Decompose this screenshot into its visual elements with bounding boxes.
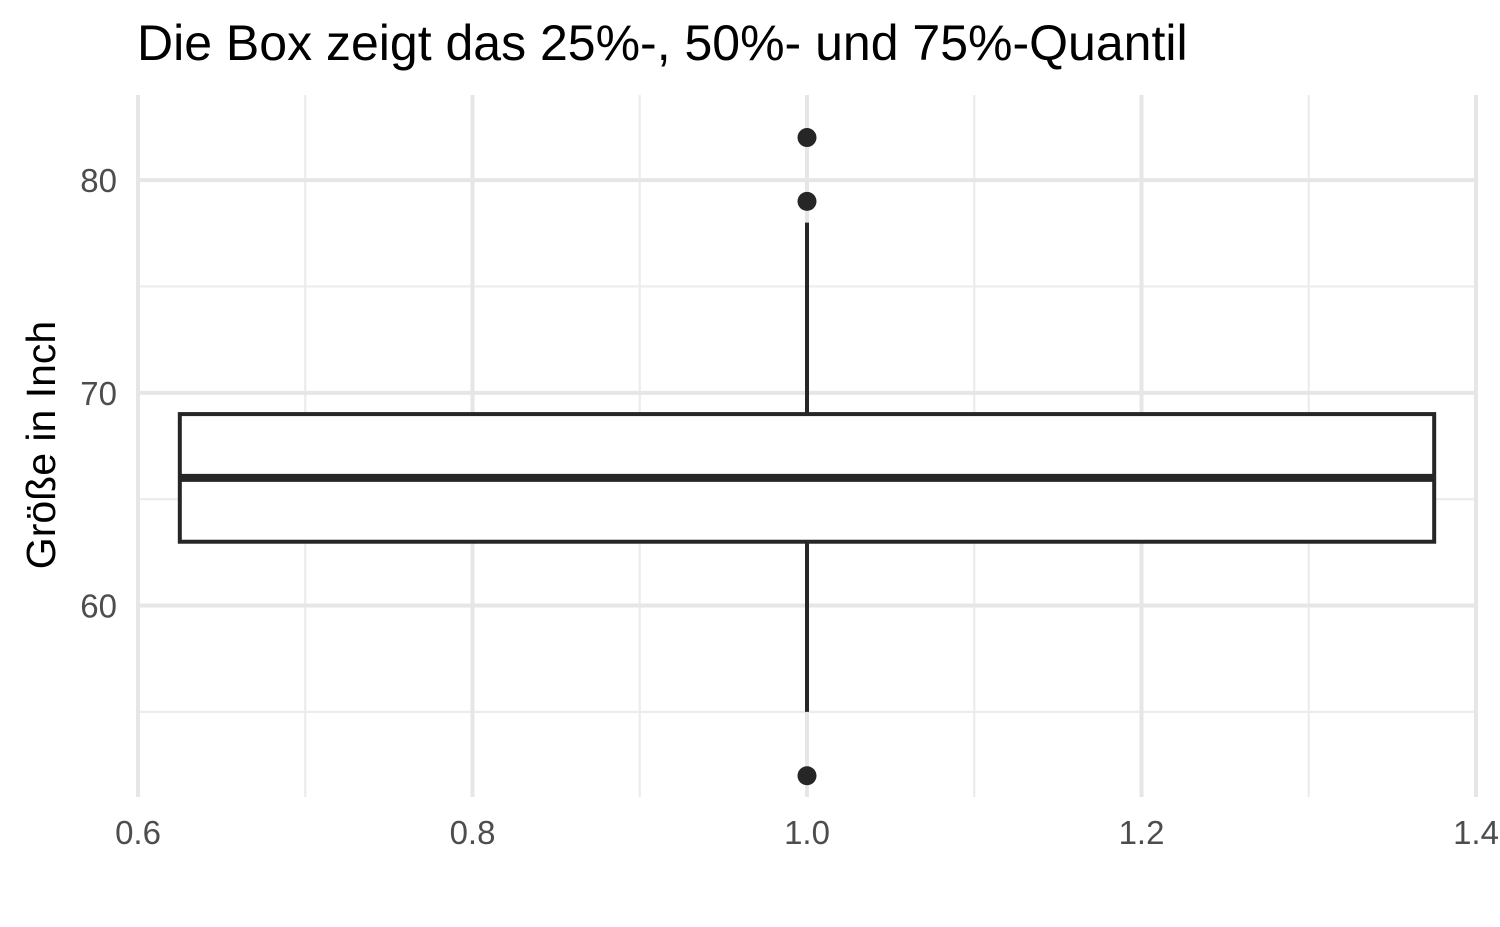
y-axis-ticks: 60 70 80 xyxy=(80,162,117,624)
box-marks xyxy=(177,128,1437,786)
y-tick-label: 70 xyxy=(80,375,117,412)
chart-title: Die Box zeigt das 25%-, 50%- und 75%-Qua… xyxy=(137,15,1188,71)
x-axis-ticks: 0.6 0.8 1.0 1.2 1.4 xyxy=(115,814,1499,851)
x-tick-label: 1.0 xyxy=(784,814,830,851)
y-tick-label: 80 xyxy=(80,162,117,199)
y-tick-label: 60 xyxy=(80,588,117,625)
x-tick-label: 0.6 xyxy=(115,814,161,851)
y-axis-title: Größe in Inch xyxy=(18,321,64,569)
x-tick-label: 1.4 xyxy=(1453,814,1499,851)
outlier-point xyxy=(797,191,817,211)
x-tick-label: 1.2 xyxy=(1119,814,1165,851)
x-tick-label: 0.8 xyxy=(450,814,496,851)
outlier-point xyxy=(797,766,817,786)
outlier-point xyxy=(797,128,817,148)
